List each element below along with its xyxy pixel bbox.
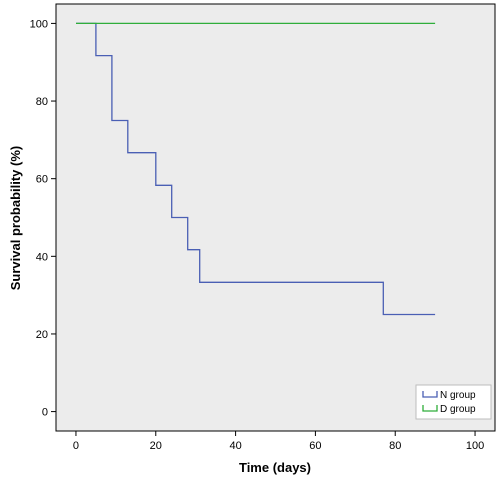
y-tick-label: 20	[36, 329, 48, 341]
x-axis-title: Time (days)	[239, 460, 311, 475]
x-tick-label: 80	[389, 440, 401, 452]
x-tick-label: 40	[229, 440, 241, 452]
y-tick-label: 60	[36, 174, 48, 186]
x-tick-label: 100	[466, 440, 484, 452]
series-line-n-group	[76, 22, 436, 316]
legend-swatch	[422, 405, 438, 412]
x-tick-label: 20	[150, 440, 162, 452]
legend-box	[415, 384, 492, 420]
y-tick-label: 40	[36, 251, 48, 263]
y-axis-title: Survival probability (%)	[8, 146, 23, 290]
x-tick-label: 60	[309, 440, 321, 452]
y-tick-label: 100	[30, 18, 48, 30]
y-axis-ticks: 0 20 40 60 80 100	[30, 18, 56, 419]
y-tick-label: 80	[36, 96, 48, 108]
legend-label: N group	[440, 390, 476, 401]
x-axis-ticks: 0 20 40 60 80 100	[73, 431, 484, 452]
y-tick-label: 0	[42, 407, 48, 419]
legend: N group D group	[415, 384, 492, 420]
plot-area	[55, 3, 496, 432]
series-lines	[76, 22, 436, 316]
legend-label: D group	[440, 404, 476, 415]
legend-swatch	[422, 391, 438, 398]
x-tick-label: 0	[73, 440, 79, 452]
